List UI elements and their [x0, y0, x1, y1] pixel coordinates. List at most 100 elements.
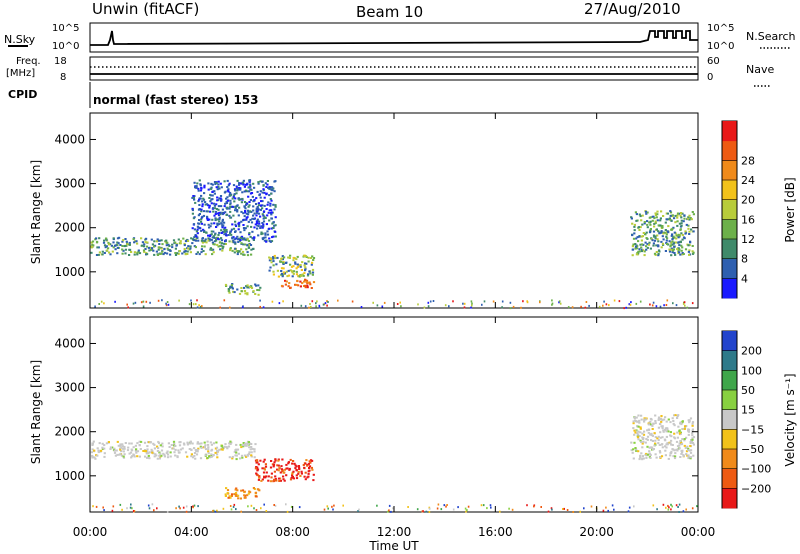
- scatter-cell: [638, 435, 641, 437]
- scatter-cell: [297, 465, 300, 467]
- scatter-cell: [215, 208, 219, 210]
- scatter-cell: [93, 449, 96, 452]
- scatter-cell: [253, 226, 256, 229]
- scatter-cell: [427, 301, 430, 304]
- scatter-cell: [678, 244, 681, 247]
- scatter-cell: [193, 228, 196, 231]
- scatter-cell: [276, 464, 279, 467]
- scatter-cell: [688, 419, 691, 422]
- xtick-label: 20:00: [579, 525, 614, 539]
- scatter-cell: [212, 235, 215, 238]
- scatter-cell: [690, 440, 694, 443]
- scatter-cell: [666, 230, 669, 233]
- scatter-cell: [251, 217, 254, 220]
- scatter-cell: [256, 218, 259, 221]
- colorbar-swatch: [722, 199, 737, 220]
- scatter-cell: [637, 414, 640, 417]
- scatter-cell: [234, 241, 237, 244]
- scatter-cell: [290, 477, 293, 479]
- scatter-cell: [644, 210, 648, 213]
- scatter-cell: [641, 442, 644, 445]
- scatter-cell: [229, 505, 232, 507]
- scatter-cell: [285, 270, 288, 273]
- scatter-cell: [266, 203, 269, 206]
- scatter-cell: [296, 265, 299, 268]
- scatter-cell: [246, 284, 249, 287]
- scatter-cell: [657, 416, 661, 419]
- scatter-cell: [642, 232, 645, 234]
- scatter-cell: [144, 248, 147, 250]
- scatter-cell: [253, 507, 255, 510]
- beam-title: Beam 10: [356, 3, 423, 21]
- scatter-cell: [247, 211, 250, 214]
- scatter-cell: [256, 468, 260, 471]
- scatter-cell: [647, 428, 650, 431]
- scatter-cell: [236, 179, 239, 182]
- scatter-cell: [257, 181, 260, 184]
- scatter-cell: [651, 440, 654, 442]
- scatter-cell: [259, 208, 262, 211]
- scatter-cell: [169, 249, 172, 252]
- scatter-cell: [261, 222, 264, 224]
- scatter-cell: [205, 241, 208, 244]
- scatter-cell: [659, 456, 662, 458]
- scatter-cell: [253, 236, 256, 239]
- scatter-cell: [266, 183, 269, 186]
- scatter-cell: [649, 228, 652, 230]
- scatter-cell: [192, 505, 194, 508]
- scatter-cell: [643, 222, 646, 225]
- scatter-cell: [163, 248, 166, 251]
- scatter-cell: [248, 201, 251, 203]
- scatter-cell: [638, 235, 641, 238]
- scatter-cell: [268, 219, 271, 222]
- scatter-cell: [566, 509, 569, 511]
- scatter-cell: [637, 438, 640, 441]
- scatter-cell: [318, 306, 321, 309]
- scatter-cell: [153, 240, 156, 243]
- scatter-cell: [247, 186, 250, 189]
- scatter-cell: [322, 303, 325, 306]
- scatter-cell: [175, 244, 178, 247]
- scatter-cell: [128, 254, 131, 256]
- scatter-cell: [238, 183, 241, 186]
- scatter-cell: [218, 197, 221, 200]
- scatter-cell: [153, 245, 156, 248]
- scatter-cell: [175, 507, 177, 510]
- scatter-cell: [630, 301, 632, 304]
- scatter-cell: [234, 494, 237, 497]
- scatter-cell: [227, 288, 230, 290]
- scatter-cell: [246, 209, 250, 212]
- scatter-cell: [161, 445, 164, 448]
- scatter-cell: [153, 447, 156, 450]
- scatter-cell: [643, 254, 646, 257]
- scatter-cell: [299, 265, 302, 268]
- scatter-cell: [687, 449, 690, 452]
- scatter-cell: [204, 201, 207, 204]
- scatter-cell: [261, 204, 264, 207]
- scatter-cell: [227, 496, 230, 499]
- scatter-cell: [683, 217, 686, 220]
- scatter-cell: [107, 441, 110, 443]
- scatter-cell: [258, 475, 261, 478]
- scatter-cell: [218, 231, 221, 234]
- scatter-cell: [136, 253, 139, 256]
- scatter-cell: [268, 186, 271, 189]
- scatter-cell: [242, 212, 245, 215]
- scatter-cell: [109, 446, 112, 449]
- scatter-cell: [146, 448, 149, 451]
- scatter-cell: [661, 446, 664, 449]
- velocity-ylabel: Slant Range [km]: [29, 360, 43, 464]
- scatter-cell: [247, 195, 250, 198]
- scatter-cell: [653, 222, 656, 225]
- scatter-cell: [688, 233, 691, 235]
- scatter-cell: [251, 237, 254, 240]
- scatter-cell: [102, 506, 104, 509]
- scatter-cell: [233, 291, 236, 294]
- scatter-cell: [273, 224, 276, 227]
- scatter-cell: [236, 210, 239, 213]
- scatter-cell: [677, 236, 680, 239]
- scatter-cell: [200, 251, 203, 254]
- scatter-cell: [238, 225, 241, 228]
- scatter-cell: [388, 509, 390, 512]
- scatter-cell: [247, 220, 250, 223]
